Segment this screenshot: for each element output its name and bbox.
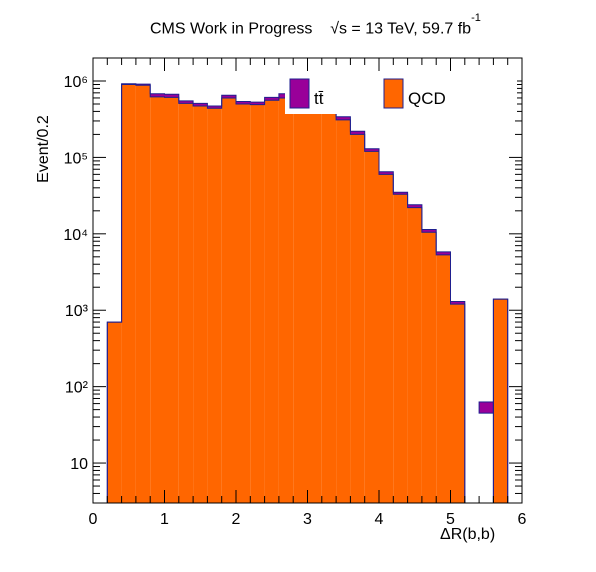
ttbar-bar bbox=[178, 100, 194, 104]
x-tick-label: 6 bbox=[518, 511, 527, 528]
qcd-bar bbox=[393, 194, 408, 503]
qcd-bar bbox=[421, 232, 437, 503]
qcd-bar bbox=[236, 104, 251, 503]
y-tick-label: 10⁶ bbox=[64, 74, 88, 91]
x-tick-label: 5 bbox=[446, 511, 455, 528]
x-tick-label: 4 bbox=[375, 511, 384, 528]
qcd-bar bbox=[264, 100, 279, 504]
ttbar-bar bbox=[421, 229, 437, 233]
legend-swatch-qcd bbox=[383, 78, 404, 109]
qcd-bar bbox=[307, 106, 322, 503]
ttbar-bar bbox=[250, 102, 265, 105]
sqrt-symbol: √ bbox=[330, 20, 339, 38]
qcd-bar bbox=[350, 134, 365, 503]
qcd-bar bbox=[107, 322, 122, 503]
ttbar-bar bbox=[393, 192, 408, 195]
ttbar-bar bbox=[450, 301, 465, 305]
qcd-bar bbox=[293, 99, 308, 503]
ttbar-bar bbox=[164, 94, 179, 98]
chart-title: CMS Work in Progress √s = 13 TeV, 59.7 f… bbox=[150, 12, 481, 38]
title-left: CMS Work in Progress bbox=[150, 20, 313, 38]
qcd-bar bbox=[407, 207, 422, 503]
ttbar-bar bbox=[264, 97, 279, 101]
title-right: s = 13 TeV, 59.7 fb bbox=[338, 20, 472, 38]
qcd-bar bbox=[207, 108, 222, 503]
qcd-bar bbox=[336, 119, 351, 503]
ttbar-outline bbox=[478, 401, 494, 414]
qcd-bar bbox=[321, 111, 337, 503]
x-tick-label: 1 bbox=[160, 511, 169, 528]
ttbar-bar bbox=[221, 95, 236, 98]
qcd-bar bbox=[493, 299, 508, 503]
y-tick-label: 10 bbox=[70, 456, 88, 473]
y-tick-label: 10⁵ bbox=[64, 150, 88, 167]
qcd-bar bbox=[121, 84, 136, 503]
ttbar-bar bbox=[207, 106, 222, 109]
qcd-bar bbox=[135, 85, 151, 504]
ttbar-bar bbox=[350, 131, 365, 135]
title-exponent: -1 bbox=[471, 12, 481, 24]
legend-swatch-ttbar bbox=[289, 78, 310, 109]
qcd-bar bbox=[364, 151, 379, 503]
ttbar-bar bbox=[379, 171, 394, 175]
ttbar-bar bbox=[479, 401, 494, 414]
y-tick-label: 10³ bbox=[65, 303, 89, 320]
qcd-bar bbox=[178, 103, 194, 504]
x-tick-label: 2 bbox=[232, 511, 241, 528]
x-tick-label: 0 bbox=[89, 511, 98, 528]
x-tick-label: 3 bbox=[303, 511, 312, 528]
qcd-bar bbox=[193, 106, 208, 503]
y-tick-label: 10⁴ bbox=[63, 227, 88, 244]
ttbar-bar bbox=[150, 93, 165, 97]
qcd-bar bbox=[436, 254, 451, 503]
qcd-bar bbox=[150, 96, 165, 504]
legend-label-qcd: QCD bbox=[408, 89, 446, 108]
ttbar-bar bbox=[407, 204, 422, 208]
ttbar-bar bbox=[236, 101, 251, 105]
legend-label-ttbar: tt̄ bbox=[314, 89, 324, 108]
x-axis-label: ΔR(b,b) bbox=[440, 526, 496, 543]
ttbar-bar bbox=[364, 148, 379, 152]
qcd-bar bbox=[278, 97, 294, 503]
qcd-bar bbox=[221, 97, 236, 503]
ttbar-bar bbox=[336, 116, 351, 120]
qcd-bar bbox=[450, 304, 465, 503]
ttbar-bar bbox=[193, 103, 208, 107]
qcd-bar bbox=[379, 174, 394, 504]
ttbar-bar bbox=[436, 251, 451, 255]
y-tick-label: 10² bbox=[65, 380, 89, 397]
ttbar-bar bbox=[135, 84, 151, 86]
qcd-bar bbox=[250, 104, 265, 503]
qcd-bar bbox=[164, 97, 179, 503]
y-axis-label: Event/0.2 bbox=[35, 115, 52, 183]
